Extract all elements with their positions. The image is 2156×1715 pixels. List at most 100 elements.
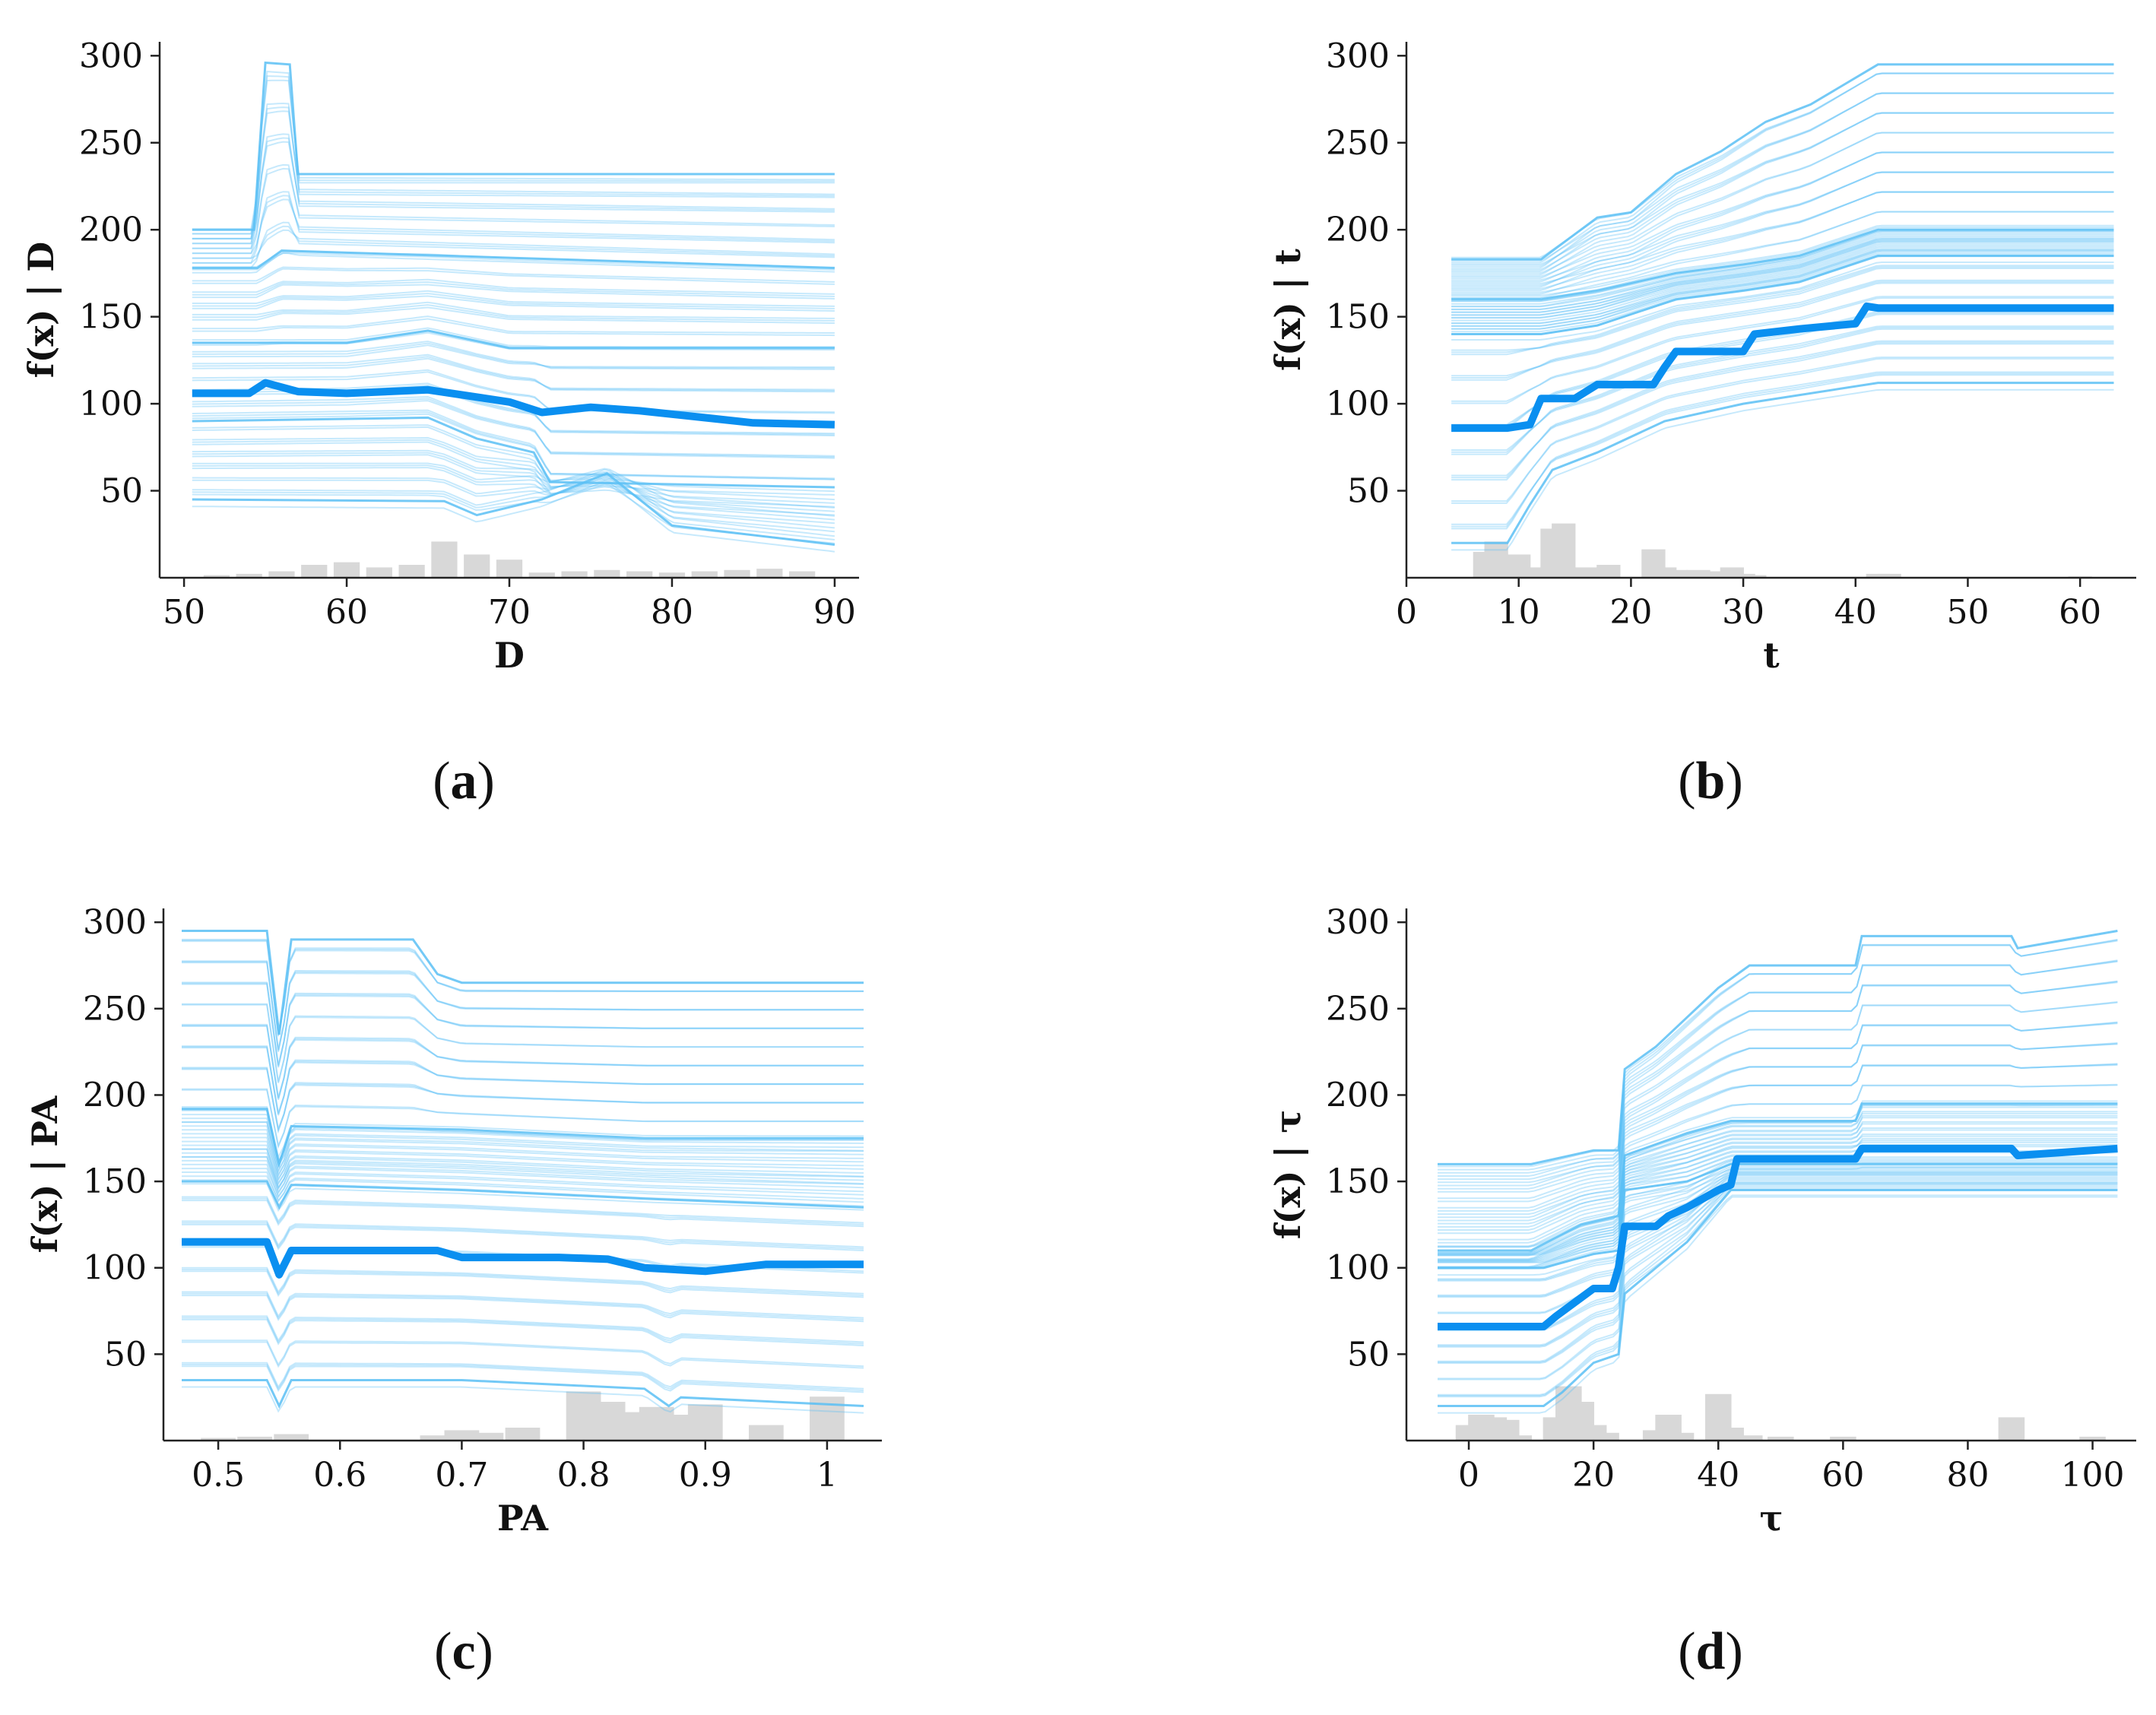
ice-line bbox=[182, 1023, 864, 1100]
ice-line-ice-spike bbox=[192, 61, 835, 231]
ice-line bbox=[1438, 1182, 2118, 1332]
ice-line bbox=[1438, 1141, 2118, 1257]
ice-line-ice-low bbox=[192, 471, 835, 546]
ice-line bbox=[1451, 151, 2114, 277]
ice-line bbox=[192, 452, 835, 512]
x-axis-label: D bbox=[494, 635, 525, 676]
histogram-bar bbox=[1574, 567, 1598, 578]
ice-line bbox=[1451, 72, 2114, 264]
histogram-bar bbox=[1667, 1432, 1695, 1441]
histogram-bar bbox=[236, 573, 262, 578]
y-tick-label: 50 bbox=[100, 472, 143, 511]
ice-line bbox=[192, 191, 835, 264]
ice-line bbox=[1451, 312, 2114, 428]
chart-panel-c: 0.5 0.6 0.7 0.8 0.9 150100150200250300PAf(x) … bbox=[24, 903, 882, 1681]
ice-line bbox=[192, 252, 835, 274]
ice-line bbox=[182, 1295, 864, 1323]
histogram-bar bbox=[274, 1434, 309, 1441]
ice-line bbox=[182, 1148, 864, 1185]
histogram-bar bbox=[496, 560, 523, 578]
y-tick-label: 300 bbox=[1326, 903, 1390, 942]
ice-line bbox=[1451, 325, 2114, 455]
y-tick-label: 150 bbox=[83, 1162, 147, 1201]
ice-line bbox=[192, 278, 835, 295]
ice-line bbox=[1438, 1021, 2118, 1216]
average-line bbox=[1451, 302, 2114, 433]
x-tick-label: 0.9 bbox=[679, 1456, 732, 1495]
ice-line bbox=[1438, 1179, 2118, 1363]
ice-line bbox=[1451, 171, 2114, 287]
ice-line bbox=[192, 441, 835, 508]
ice-line bbox=[1451, 112, 2114, 265]
ice-line bbox=[1451, 211, 2114, 293]
y-tick-label: 50 bbox=[104, 1335, 147, 1374]
x-axis-label: τ bbox=[1760, 1498, 1783, 1539]
y-tick-label: 250 bbox=[1326, 124, 1390, 163]
ice-line bbox=[182, 1088, 864, 1149]
ice-line bbox=[1451, 240, 2114, 319]
ice-line bbox=[192, 295, 835, 312]
ice-line bbox=[192, 424, 835, 493]
ice-line bbox=[182, 1121, 864, 1168]
y-tick-label: 100 bbox=[83, 1249, 147, 1288]
x-tick-label: 100 bbox=[2061, 1456, 2125, 1495]
ice-line bbox=[1451, 243, 2114, 319]
panel-caption: (b) bbox=[1678, 752, 1743, 810]
x-tick-label: 0.7 bbox=[435, 1456, 488, 1495]
ice-line bbox=[1438, 1042, 2118, 1222]
ice-line bbox=[182, 1386, 864, 1414]
ice-line bbox=[1451, 248, 2114, 327]
ice-line bbox=[192, 74, 835, 235]
ice-line bbox=[1438, 940, 2118, 1168]
feature-histogram bbox=[1455, 1386, 2106, 1441]
ice-line bbox=[182, 1136, 864, 1182]
ice-line bbox=[1451, 357, 2114, 504]
histogram-bar bbox=[1830, 1436, 1856, 1441]
ice-line bbox=[1451, 265, 2114, 356]
y-axis-label: f(x) | t bbox=[1267, 248, 1308, 371]
ice-line bbox=[182, 1364, 864, 1392]
histogram-bar bbox=[1736, 1435, 1763, 1441]
ice-line-ice-upper bbox=[1438, 1102, 2118, 1252]
ice-line bbox=[1451, 230, 2114, 307]
chart-panel-d: 0 20 40 60 80 100 50 100 150 200 250 300 τ f(x) | τ (d… bbox=[1267, 903, 2136, 1681]
ice-line bbox=[1438, 1140, 2118, 1262]
histogram-bar bbox=[201, 1438, 236, 1441]
ice-line bbox=[1438, 938, 2118, 1174]
ice-line bbox=[182, 1156, 864, 1189]
ice-line bbox=[182, 1175, 864, 1203]
ice-line bbox=[1438, 1165, 2118, 1281]
ice-line-ice-mid bbox=[1451, 255, 2114, 335]
ice-line bbox=[1451, 282, 2114, 377]
caption-letter: b bbox=[1696, 752, 1726, 810]
ice-line bbox=[1451, 374, 2114, 525]
y-tick-label: 100 bbox=[1326, 385, 1390, 423]
ice-line bbox=[182, 1148, 864, 1191]
ice-line-ice-drop bbox=[192, 416, 835, 489]
ice-line bbox=[1451, 249, 2114, 330]
ice-line bbox=[1451, 233, 2114, 308]
ice-line bbox=[192, 221, 835, 269]
ice-line bbox=[192, 449, 835, 509]
ice-line bbox=[192, 395, 835, 459]
caption-letter: d bbox=[1696, 1622, 1726, 1681]
ice-line bbox=[182, 1106, 864, 1160]
ice-line bbox=[192, 472, 835, 529]
histogram-bar bbox=[420, 1435, 455, 1441]
ice-line bbox=[182, 1266, 864, 1295]
y-tick-label: 300 bbox=[1326, 36, 1390, 75]
ice-line bbox=[1438, 1152, 2118, 1263]
histogram-bar bbox=[1596, 565, 1621, 578]
ice-line bbox=[182, 1197, 864, 1225]
ice-line bbox=[182, 1315, 864, 1343]
ice-line bbox=[1451, 241, 2114, 316]
histogram-bar bbox=[528, 572, 555, 578]
x-tick-label: 30 bbox=[1722, 593, 1764, 632]
ice-line bbox=[1438, 1064, 2118, 1228]
ice-line bbox=[1438, 1064, 2118, 1231]
ice-line bbox=[192, 371, 835, 414]
ice-line bbox=[1438, 1084, 2118, 1241]
ice-line bbox=[182, 1121, 864, 1174]
ice-line bbox=[1451, 112, 2114, 271]
